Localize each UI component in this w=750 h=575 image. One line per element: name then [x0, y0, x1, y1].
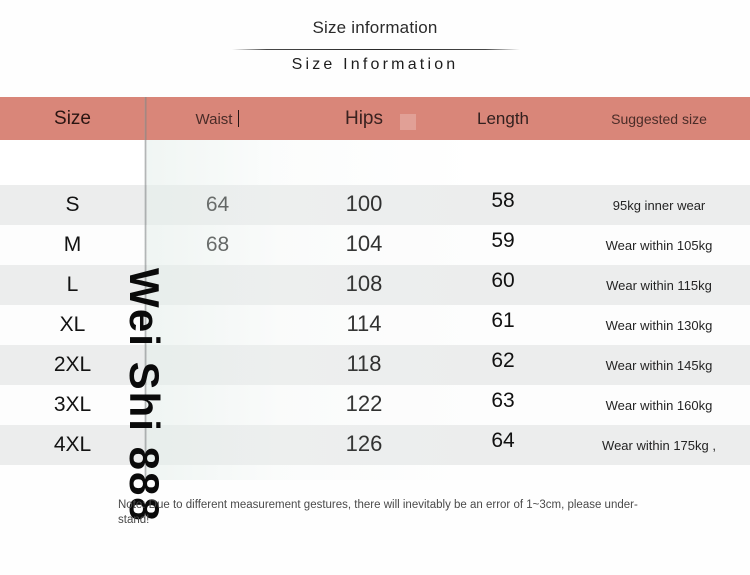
cell-size: 2XL [53, 353, 92, 376]
cell-length: 61 [491, 309, 515, 332]
cell-size: 4XL [53, 433, 92, 456]
size-table: Size Waist Hips Length Suggested size S … [0, 97, 750, 465]
column-header-size: Size [54, 107, 91, 129]
page-subtitle: Size Information [291, 56, 459, 73]
cell-hips: 100 [345, 191, 383, 216]
measurement-note: Note: Due to different measurement gestu… [118, 499, 638, 526]
table-spacer-row [0, 140, 750, 185]
table-row: 3XL 122 63 Wear within 160kg [0, 385, 750, 425]
cell-hips: 114 [346, 311, 382, 336]
table-row: L 108 60 Wear within 115kg [0, 265, 750, 305]
column-header-hips-label: Hips [344, 107, 383, 129]
page-title: Size information [312, 18, 438, 37]
cell-length: 60 [491, 269, 515, 292]
table-header-row: Size Waist Hips Length Suggested size [0, 97, 750, 140]
cell-hips: 126 [345, 431, 383, 456]
cell-size: S [65, 193, 80, 216]
cell-suggested-size: Wear within 115kg [606, 277, 712, 293]
cell-hips: 104 [345, 231, 383, 256]
cell-length: 63 [491, 389, 515, 412]
cell-length: 64 [491, 429, 515, 452]
cell-size: 3XL [53, 393, 92, 416]
title-divider [232, 49, 520, 50]
cell-size: M [63, 233, 82, 256]
cell-waist: 64 [205, 193, 230, 216]
table-row: XL 114 61 Wear within 130kg [0, 305, 750, 345]
cell-hips: 118 [346, 351, 382, 376]
cell-length: 59 [491, 229, 515, 252]
cell-suggested-size: Wear within 105kg [605, 237, 713, 253]
column-header-waist: Waist [145, 109, 290, 128]
cell-hips: 122 [345, 391, 383, 416]
cell-suggested-size: Wear within 145kg [605, 357, 713, 373]
title-block: Size information Size Information [0, 0, 750, 95]
cell-suggested-size: Wear within 175kg , [602, 437, 716, 453]
cell-length: 62 [491, 349, 515, 372]
text-caret [238, 109, 240, 127]
column-header-suggested-size: Suggested size [611, 110, 707, 127]
table-row: 2XL 118 62 Wear within 145kg [0, 345, 750, 385]
column-header-hips: Hips [290, 108, 438, 130]
column-header-length: Length [477, 108, 529, 128]
cell-suggested-size: 95kg inner wear [612, 197, 706, 213]
cell-hips: 108 [345, 271, 383, 296]
table-row: 4XL 126 64 Wear within 175kg , [0, 425, 750, 465]
cell-size: L [66, 273, 79, 296]
column-header-waist-label: Waist [195, 110, 233, 128]
selection-highlight [400, 113, 416, 130]
cell-waist: 68 [205, 233, 230, 256]
table-row: S 64 100 58 95kg inner wear [0, 185, 750, 225]
cell-size: XL [59, 313, 86, 336]
cell-suggested-size: Wear within 160kg [605, 397, 713, 413]
cell-length: 58 [491, 189, 515, 212]
table-row: M 68 104 59 Wear within 105kg [0, 225, 750, 265]
cell-suggested-size: Wear within 130kg [605, 317, 713, 333]
